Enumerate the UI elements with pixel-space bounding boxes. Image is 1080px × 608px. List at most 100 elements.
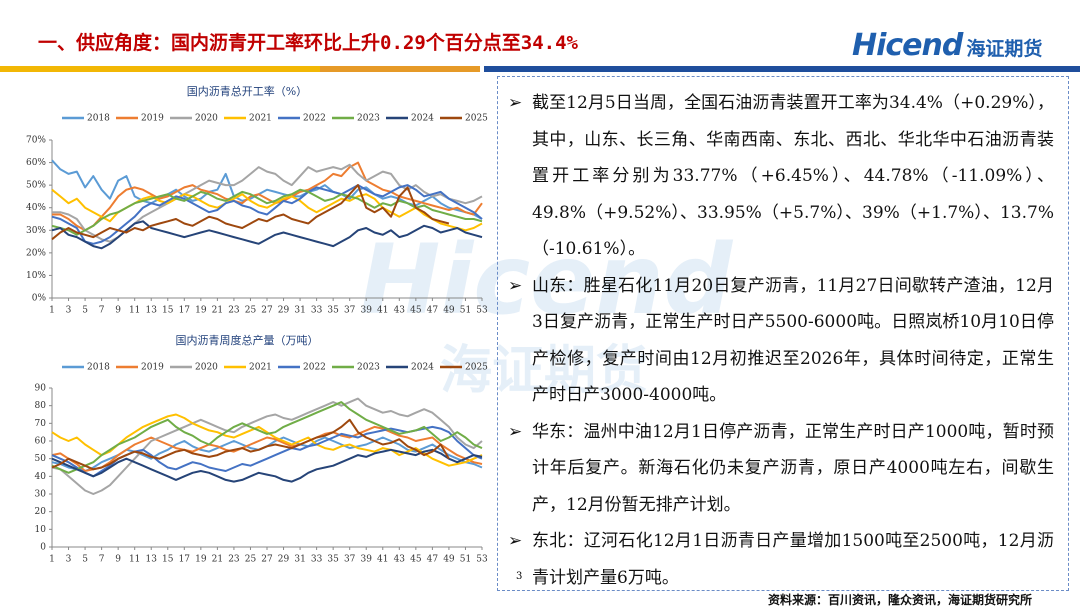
x-tick-label: 37 [344, 306, 356, 316]
x-tick-label: 33 [311, 555, 323, 565]
legend-label: 2022 [303, 114, 326, 124]
text-panel: 截至12月5日当周，全国石油沥青装置开工率为34.4%（+0.29%），其中，山… [497, 76, 1069, 591]
x-tick-label: 7 [99, 306, 105, 316]
x-tick-label: 27 [261, 555, 273, 565]
logo-company: 海证期货 [966, 38, 1043, 60]
y-tick-label: 30% [26, 226, 46, 236]
series-line [51, 188, 483, 232]
y-tick-label: 50% [26, 181, 46, 191]
x-tick-label: 15 [162, 306, 174, 316]
x-tick-label: 33 [311, 306, 323, 316]
x-tick-label: 39 [361, 306, 373, 316]
series-line [51, 397, 483, 495]
logo-brand: Hicend [852, 28, 963, 63]
series-line [51, 418, 450, 471]
x-tick-label: 21 [212, 306, 223, 316]
x-tick-label: 51 [460, 306, 471, 316]
legend-label: 2020 [195, 114, 218, 124]
x-tick-label: 53 [476, 306, 488, 316]
legend-label: 2021 [249, 114, 272, 124]
x-tick-label: 23 [228, 306, 240, 316]
x-tick-label: 29 [278, 555, 290, 565]
x-tick-label: 37 [344, 555, 356, 565]
x-tick-label: 31 [294, 306, 305, 316]
charts: 国内沥青总开工率（%）0%10%20%30%40%50%60%70%1 3 5 7 9 1… [26, 84, 488, 565]
y-tick-label: 10 [35, 525, 47, 535]
header-bar [0, 66, 320, 72]
y-tick-label: 80 [35, 401, 47, 411]
x-tick-label: 47 [427, 306, 439, 316]
series-line [51, 220, 483, 250]
x-tick-label: 17 [179, 306, 191, 316]
bullet: 截至12月5日当周，全国石油沥青装置开工率为34.4%（+0.29%），其中，山… [508, 85, 1054, 268]
legend-label: 2021 [249, 363, 272, 373]
bullet: 东北：辽河石化12月1日沥青日产量增加1500吨至2500吨，12月沥青计划产量… [508, 523, 1054, 596]
x-tick-label: 23 [228, 555, 240, 565]
bullet: 华东：温州中油12月1日停产沥青，正常生产时日产1000吨，暂时预计年后复产。新… [508, 414, 1054, 524]
x-tick-label: 15 [162, 555, 174, 565]
y-tick-label: 20% [26, 248, 46, 258]
x-tick-label: 35 [327, 306, 339, 316]
x-tick-label: 29 [278, 306, 290, 316]
x-tick-label: 45 [410, 555, 422, 565]
series-line [51, 184, 483, 245]
x-tick-label: 53 [476, 555, 488, 565]
legend-label: 2018 [87, 363, 110, 373]
x-tick-label: 9 [115, 306, 121, 316]
x-tick-label: 31 [294, 555, 305, 565]
y-tick-label: 30 [35, 490, 47, 500]
series-line [51, 401, 483, 474]
source: 资料来源：百川资讯，隆众资讯，海证期货研究所 [767, 593, 1032, 607]
x-tick-label: 3 [66, 306, 72, 316]
legend-label: 2023 [357, 363, 380, 373]
x-tick-label: 19 [195, 306, 207, 316]
series-line [51, 188, 483, 236]
x-tick-label: 9 [115, 555, 121, 565]
x-tick-label: 7 [99, 555, 105, 565]
x-tick-label: 51 [460, 555, 471, 565]
y-tick-label: 40% [26, 203, 46, 213]
x-tick-label: 17 [179, 555, 191, 565]
bullet: 山东：胜星石化11月20日复产沥青，11月27日间歇转产渣油，12月3日复产沥青… [508, 268, 1054, 414]
x-tick-label: 11 [129, 306, 140, 316]
chart-title: 国内沥青周度总产量（万吨） [176, 333, 319, 347]
legend-label: 2022 [303, 363, 326, 373]
series-line [51, 413, 483, 467]
legend-label: 2019 [141, 363, 164, 373]
y-tick-label: 70% [26, 136, 46, 146]
x-tick-label: 3 [66, 555, 72, 565]
x-tick-label: 25 [245, 306, 257, 316]
x-tick-label: 1 [49, 306, 55, 316]
x-tick-label: 41 [377, 306, 388, 316]
y-tick-label: 60% [26, 158, 46, 168]
y-tick-label: 60 [35, 437, 47, 447]
x-tick-label: 45 [410, 306, 422, 316]
y-tick-label: 10% [26, 271, 46, 281]
x-tick-label: 13 [146, 306, 158, 316]
x-tick-label: 47 [427, 555, 439, 565]
x-tick-label: 5 [82, 306, 88, 316]
legend-label: 2025 [465, 363, 488, 373]
logo: Hicend 海证期货 [852, 28, 1042, 63]
x-tick-label: 35 [327, 555, 339, 565]
series-line [51, 425, 483, 472]
x-tick-label: 49 [443, 306, 455, 316]
y-tick-label: 50 [35, 454, 47, 464]
y-tick-label: 40 [35, 472, 47, 482]
legend-label: 2025 [465, 114, 488, 124]
x-tick-label: 41 [377, 555, 388, 565]
legend-label: 2019 [141, 114, 164, 124]
legend-label: 2024 [411, 114, 434, 124]
x-tick-label: 5 [82, 555, 88, 565]
x-tick-label: 1 [49, 555, 55, 565]
x-tick-label: 43 [394, 306, 406, 316]
header-bar [320, 66, 480, 72]
x-tick-label: 49 [443, 555, 455, 565]
x-tick-label: 11 [129, 555, 140, 565]
y-tick-label: 0% [32, 294, 47, 304]
x-tick-label: 39 [361, 555, 373, 565]
legend-label: 2023 [357, 114, 380, 124]
legend-label: 2020 [195, 363, 218, 373]
x-tick-label: 19 [195, 555, 207, 565]
